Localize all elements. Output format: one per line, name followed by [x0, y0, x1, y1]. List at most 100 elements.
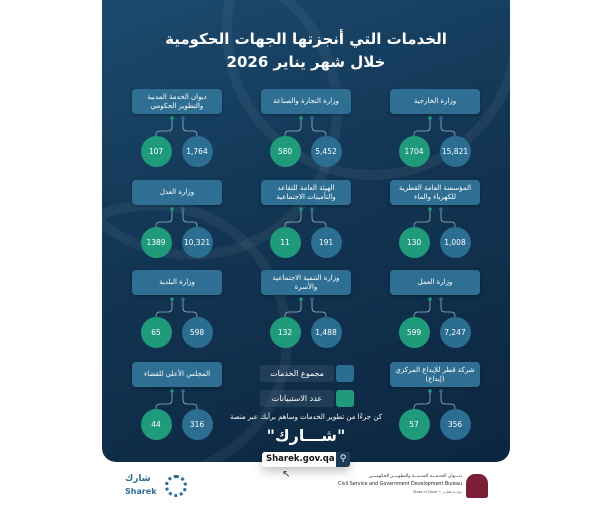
services-circle: 5,452	[310, 135, 342, 167]
bureau-name-ar: ديـــوان الخدمـــة المدنيـــة والتطويـــ…	[368, 474, 462, 479]
connector-dot	[439, 207, 443, 211]
connector-dot	[181, 389, 185, 393]
legend-responses-label: عدد الاستبيانات	[260, 390, 334, 407]
connector-line	[155, 299, 173, 317]
services-circle: 316	[181, 408, 213, 440]
responses-circle: 11	[269, 226, 301, 258]
services-circle: 1,008	[439, 226, 471, 258]
connector-line	[440, 391, 456, 409]
services-circle: 10,321	[181, 226, 213, 258]
platform-name: "شـــارك"	[266, 426, 346, 445]
connector-dot	[299, 116, 303, 120]
entity-label: وزارة العمل	[390, 270, 480, 295]
infographic-panel: الخدمات التي أنجزتها الجهات الحكومية خلا…	[102, 0, 510, 462]
services-circle: 356	[439, 408, 471, 440]
legend-services-label: مجموع الخدمات	[260, 365, 334, 382]
state-label: State of Qatar • دولـــة قطـــر	[413, 490, 462, 494]
bureau-name-en: Civil Service and Government Development…	[338, 482, 462, 487]
responses-circle: 1704	[398, 135, 430, 167]
connector-line	[311, 299, 327, 317]
responses-circle: 57	[398, 408, 430, 440]
connector-dot	[439, 116, 443, 120]
entity-label: وزارة التنمية الاجتماعية والأسرة	[261, 270, 351, 295]
responses-circle: 132	[269, 316, 301, 348]
cursor-icon: ↖	[282, 469, 291, 480]
title-line1: الخدمات التي أنجزتها الجهات الحكومية	[165, 30, 447, 48]
responses-circle: 580	[269, 135, 301, 167]
connector-line	[413, 209, 431, 227]
entity-label: المجلس الأعلى للقضاء	[132, 362, 222, 387]
connector-dot	[181, 207, 185, 211]
entity-label: ديوان الخدمة المدنية والتطوير الحكومي	[132, 89, 222, 114]
connector-dot	[181, 116, 185, 120]
connector-line	[182, 391, 198, 409]
connector-dot	[170, 389, 174, 393]
connector-dot	[170, 207, 174, 211]
connector-line	[284, 299, 302, 317]
connector-line	[440, 118, 456, 136]
services-circle: 1,764	[181, 135, 213, 167]
responses-circle: 599	[398, 316, 430, 348]
cta-text: كن جزءًا من تطوير الخدمات وساهم برأيك عب…	[230, 413, 382, 421]
connector-line	[155, 391, 173, 409]
connector-line	[413, 118, 431, 136]
connector-line	[413, 299, 431, 317]
responses-circle: 107	[140, 135, 172, 167]
bureau-logo: ديـــوان الخدمـــة المدنيـــة والتطويـــ…	[338, 473, 488, 501]
connector-dot	[170, 297, 174, 301]
connector-dot	[439, 297, 443, 301]
services-circle: 598	[181, 316, 213, 348]
connector-dot	[310, 297, 314, 301]
connector-line	[182, 299, 198, 317]
connector-line	[311, 209, 327, 227]
connector-dot	[310, 116, 314, 120]
services-circle: 191	[310, 226, 342, 258]
services-circle: 15,821	[439, 135, 471, 167]
connector-dot	[170, 116, 174, 120]
connector-dot	[299, 297, 303, 301]
sharek-logo-mark	[165, 475, 187, 497]
entity-label: وزارة البلدية	[132, 270, 222, 295]
connector-dot	[428, 297, 432, 301]
entity-label: شركة قطر للإيداع المركزي (إيداع)	[390, 362, 480, 387]
connector-dot	[181, 297, 185, 301]
sharek-logo-en: Sharek	[125, 487, 157, 496]
services-circle: 7,247	[439, 316, 471, 348]
qatar-emblem	[466, 474, 488, 498]
connector-line	[413, 391, 431, 409]
connector-line	[284, 209, 302, 227]
connector-line	[440, 209, 456, 227]
entity-label: وزارة العدل	[132, 180, 222, 205]
url-text: Sharek.gov.qa	[266, 454, 335, 464]
connector-line	[182, 209, 198, 227]
services-circle: 1,488	[310, 316, 342, 348]
responses-circle: 1389	[140, 226, 172, 258]
legend-services-swatch	[336, 365, 354, 382]
connector-line	[155, 118, 173, 136]
connectors	[155, 116, 456, 409]
search-icon: ⚲	[336, 452, 350, 467]
connector-line	[182, 118, 198, 136]
connector-dot	[428, 389, 432, 393]
legend-services: مجموع الخدمات	[260, 365, 354, 382]
responses-circle: 44	[140, 408, 172, 440]
connector-line	[155, 209, 173, 227]
connector-line	[284, 118, 302, 136]
entity-label: الهيئة العامة للتقاعد والتأمينات الاجتما…	[261, 180, 351, 205]
connector-line	[440, 299, 456, 317]
legend-responses-swatch	[336, 390, 354, 407]
connector-dot	[428, 207, 432, 211]
title-line2: خلال شهر يناير 2026	[226, 53, 386, 71]
sharek-logo-ar: شارك	[125, 474, 151, 484]
entity-label: وزارة الخارجية	[390, 89, 480, 114]
legend-responses: عدد الاستبيانات	[260, 390, 354, 407]
connector-dot	[439, 389, 443, 393]
responses-circle: 130	[398, 226, 430, 258]
connector-dot	[310, 207, 314, 211]
entity-label: المؤسسة العامة القطرية للكهرباء والماء	[390, 180, 480, 205]
sharek-logo: شارك Sharek	[125, 474, 195, 500]
url-search-bar[interactable]: Sharek.gov.qa ⚲	[262, 452, 350, 467]
connector-dot	[428, 116, 432, 120]
entity-label: وزارة التجارة والصناعة	[261, 89, 351, 114]
connector-dot	[299, 207, 303, 211]
